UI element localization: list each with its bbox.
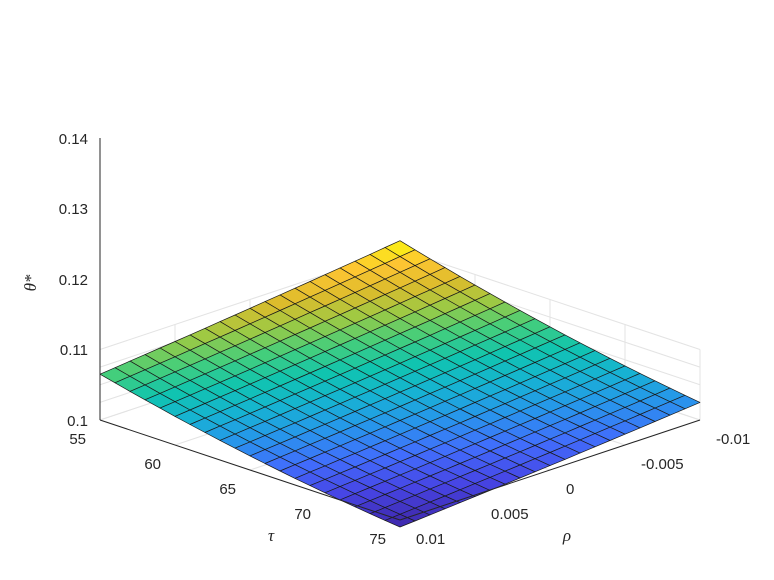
- x-tick-label: -0.005: [641, 456, 684, 473]
- y-tick-label: 70: [294, 506, 311, 523]
- z-tick-label: 0.1: [67, 413, 88, 430]
- z-tick-label: 0.13: [59, 201, 88, 218]
- z-tick-label: 0.14: [59, 131, 88, 148]
- axes: [99, 138, 701, 521]
- x-axis-label: ρ: [562, 526, 571, 545]
- wall-grid-line: [399, 249, 701, 350]
- y-tick-label: 75: [369, 531, 386, 548]
- x-tick-label: 0: [566, 481, 574, 498]
- x-tick-label: 0.005: [491, 506, 529, 523]
- x-tick-label: 0.01: [416, 531, 445, 548]
- y-axis-label: τ: [268, 526, 275, 545]
- z-axis-label: θ*: [21, 274, 40, 291]
- x-axis-line: [399, 419, 701, 521]
- surface-mesh: [99, 240, 701, 528]
- y-tick-label: 65: [219, 481, 236, 498]
- y-tick-label: 55: [69, 431, 86, 448]
- x-tick-label: -0.01: [716, 431, 750, 448]
- z-tick-label: 0.12: [59, 272, 88, 289]
- y-tick-label: 60: [144, 456, 161, 473]
- tick-labels: 0.1 0.11 0.12 0.13 0.14 55 60 65 70 75 -…: [21, 131, 750, 548]
- y-axis-line: [99, 419, 401, 521]
- z-tick-label: 0.11: [60, 342, 88, 359]
